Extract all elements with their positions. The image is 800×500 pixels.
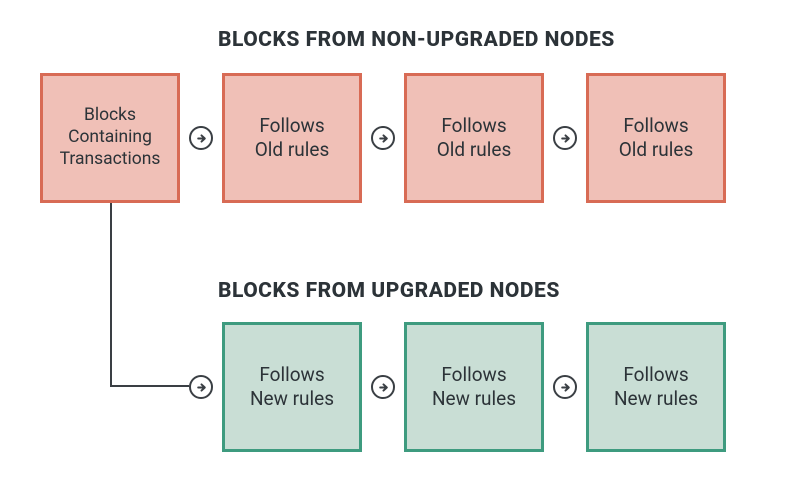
block-old-2: Follows Old rules (404, 73, 544, 203)
block-new-1: Follows New rules (222, 322, 362, 452)
block-new-2: Follows New rules (404, 322, 544, 452)
arrow-right-icon (553, 375, 577, 399)
arrow-right-icon (371, 126, 395, 150)
block-origin: Blocks Containing Transactions (40, 73, 180, 203)
arrow-right-icon (189, 126, 213, 150)
arrow-right-icon (553, 126, 577, 150)
fork-connector (110, 203, 189, 387)
block-old-1: Follows Old rules (222, 73, 362, 203)
heading-new: BLOCKS FROM UPGRADED NODES (218, 279, 560, 303)
arrow-right-icon (189, 375, 213, 399)
block-new-3: Follows New rules (586, 322, 726, 452)
heading-old: BLOCKS FROM NON-UPGRADED NODES (218, 28, 615, 52)
arrow-right-icon (371, 375, 395, 399)
block-old-3: Follows Old rules (586, 73, 726, 203)
